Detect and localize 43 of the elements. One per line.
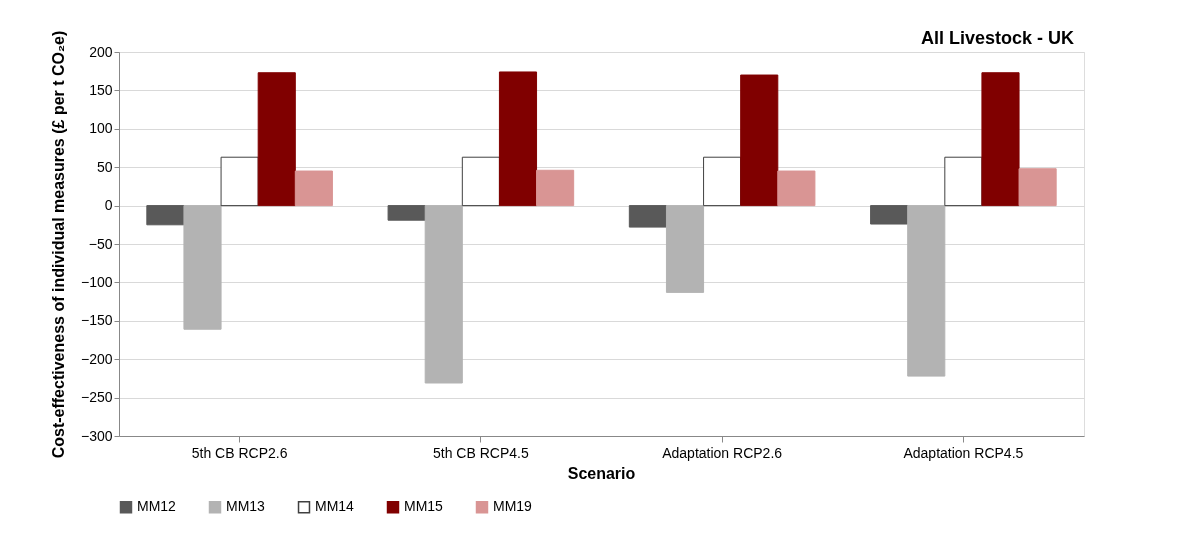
y-tick-label: −200: [80, 350, 113, 367]
legend-label: MM13: [226, 498, 266, 515]
bar: [665, 205, 705, 293]
bar: [628, 205, 667, 228]
y-tick-label: −300: [80, 427, 113, 444]
y-tick-label: −100: [80, 273, 113, 290]
y-axis-title: Cost-effectiveness of individual measures (£ per t CO₂e): [49, 30, 67, 459]
bar: [1018, 168, 1057, 207]
y-tick-label: 200: [89, 43, 113, 60]
bar: [294, 170, 333, 207]
bar: [257, 72, 296, 207]
y-tick-label: −150: [80, 312, 113, 329]
bar: [944, 156, 983, 207]
x-tick-label: Adaptation RCP4.5: [903, 444, 1024, 461]
legend-label: MM15: [404, 498, 444, 515]
bar: [183, 205, 222, 330]
bar: [981, 72, 1020, 207]
bar: [907, 205, 946, 377]
bar: [777, 170, 816, 207]
y-tick-label: 50: [96, 158, 113, 175]
bar: [461, 156, 500, 207]
bar: [424, 205, 463, 384]
bar: [387, 205, 426, 221]
bar: [740, 74, 779, 207]
bar: [536, 169, 575, 207]
y-tick-label: −50: [88, 235, 113, 252]
y-tick-label: 150: [89, 81, 113, 98]
x-axis-title: Scenario: [567, 465, 636, 482]
bar: [220, 156, 259, 207]
chart-title: All Livestock - UK: [920, 28, 1074, 48]
x-tick-label: 5th CB RCP4.5: [433, 444, 529, 461]
y-tick-label: 0: [104, 197, 113, 214]
bar: [498, 71, 538, 207]
legend-label: MM12: [137, 498, 177, 515]
x-tick-label: 5th CB RCP2.6: [191, 444, 288, 461]
y-tick-label: 100: [89, 120, 113, 137]
bar: [870, 205, 909, 225]
legend-label: MM14: [315, 498, 355, 515]
bar: [146, 205, 185, 226]
x-tick-label: Adaptation RCP2.6: [662, 444, 783, 461]
legend-label: MM19: [493, 498, 533, 515]
bar: [703, 156, 742, 207]
y-tick-label: −250: [80, 389, 113, 406]
